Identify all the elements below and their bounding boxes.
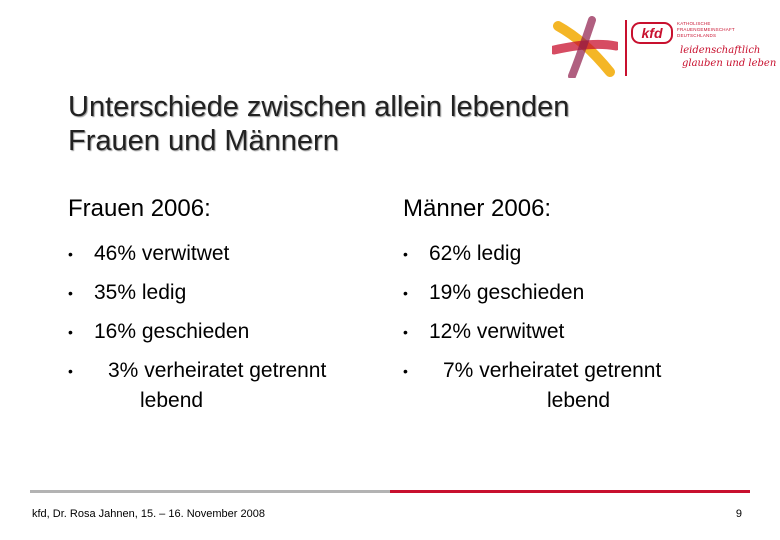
claim-line: leidenschaftlich (680, 45, 761, 56)
bullet: • (403, 285, 408, 301)
slide-title: Unterschiede zwischen allein lebenden Fr… (68, 90, 569, 158)
item-percent: 62% (429, 242, 472, 265)
list-item: • 19% geschieden (403, 278, 743, 308)
item-label-continuation: lebend (547, 389, 611, 412)
list-item: • 35% ledig (68, 278, 388, 308)
men-heading: Männer 2006: (403, 195, 552, 222)
list-item: • 7% verheiratet getrennt (403, 356, 743, 386)
logo-divider (625, 20, 627, 76)
men-column: Männer 2006: • 62% ledig • 19% geschiede… (403, 194, 743, 416)
list-item: • 3% verheiratet getrennt (68, 356, 388, 386)
item-percent: 35% (94, 281, 137, 304)
item-label-continuation: lebend (140, 389, 204, 412)
item-percent: 19% (429, 281, 472, 304)
slide-title-line: Unterschiede zwischen allein lebenden (68, 91, 570, 123)
item-percent: 7% (443, 359, 474, 382)
logo-claim: leidenschaftlich glauben und leben (680, 44, 777, 70)
women-heading: Frauen 2006: (68, 195, 211, 222)
footer-credit: kfd, Dr. Rosa Jahnen, 15. – 16. November… (32, 508, 265, 520)
footer-divider-grey (30, 490, 390, 493)
slide-title-line: Frauen und Männern (68, 125, 339, 157)
page-number: 9 (735, 508, 742, 520)
item-label: geschieden (141, 320, 250, 343)
item-label: geschieden (476, 281, 585, 304)
org-name: KATHOLISCHE FRAUENGEMEINSCHAFT DEUTSCHLA… (677, 21, 743, 39)
item-label: verwitwet (476, 320, 565, 343)
item-label: ledig (141, 281, 187, 304)
item-percent: 46% (94, 242, 137, 265)
list-item: • 16% geschieden (68, 317, 388, 347)
bullet: • (403, 324, 408, 340)
bullet: • (68, 246, 73, 262)
list-item: • 62% ledig (403, 239, 743, 269)
org-name-line: FRAUENGEMEINSCHAFT (677, 27, 735, 32)
item-percent: 12% (429, 320, 472, 343)
list-item: • 12% verwitwet (403, 317, 743, 347)
kfd-logo-mark-icon (552, 16, 618, 78)
bullet: • (403, 246, 408, 262)
item-percent: 3% (108, 359, 139, 382)
bullet: • (403, 363, 408, 379)
bullet: • (68, 363, 73, 379)
bullet: • (68, 324, 73, 340)
item-label: ledig (476, 242, 522, 265)
item-label: verheiratet getrennt (479, 359, 662, 382)
org-name-line: KATHOLISCHE (677, 21, 711, 26)
item-label: verheiratet getrennt (144, 359, 327, 382)
org-name-line: DEUTSCHLANDS (677, 33, 717, 38)
claim-line: glauben und leben (682, 58, 777, 69)
item-label: verwitwet (141, 242, 230, 265)
list-item: • 46% verwitwet (68, 239, 388, 269)
item-percent: 16% (94, 320, 137, 343)
footer-divider-red (390, 490, 750, 493)
women-column: Frauen 2006: • 46% verwitwet • 35% ledig… (68, 194, 388, 416)
kfd-badge-logo: kfd (631, 22, 673, 44)
bullet: • (68, 285, 73, 301)
